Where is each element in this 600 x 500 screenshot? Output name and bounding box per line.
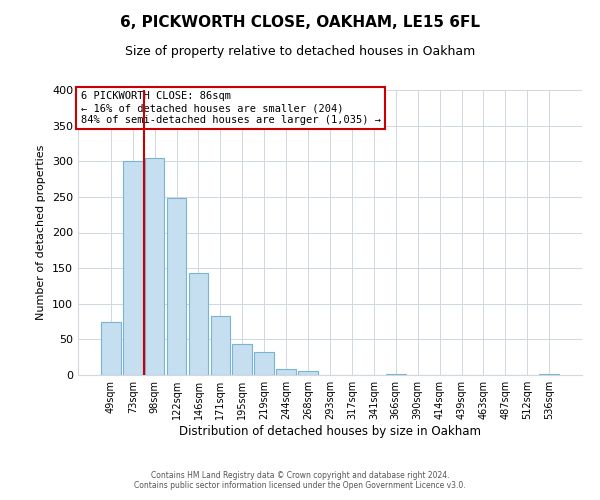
Bar [254,352,274,375]
Text: 6, PICKWORTH CLOSE, OAKHAM, LE15 6FL: 6, PICKWORTH CLOSE, OAKHAM, LE15 6FL [120,15,480,30]
Bar [386,374,406,375]
Text: 6 PICKWORTH CLOSE: 86sqm
← 16% of detached houses are smaller (204)
84% of semi-: 6 PICKWORTH CLOSE: 86sqm ← 16% of detach… [80,92,380,124]
Bar [167,198,187,375]
Bar [145,158,164,375]
Bar [232,344,252,375]
Bar [211,316,230,375]
Text: Contains HM Land Registry data © Crown copyright and database right 2024.
Contai: Contains HM Land Registry data © Crown c… [134,470,466,490]
Bar [298,370,318,375]
X-axis label: Distribution of detached houses by size in Oakham: Distribution of detached houses by size … [179,425,481,438]
Bar [539,374,559,375]
Bar [188,273,208,375]
Y-axis label: Number of detached properties: Number of detached properties [37,145,46,320]
Text: Size of property relative to detached houses in Oakham: Size of property relative to detached ho… [125,45,475,58]
Bar [276,370,296,375]
Bar [101,322,121,375]
Bar [123,161,143,375]
